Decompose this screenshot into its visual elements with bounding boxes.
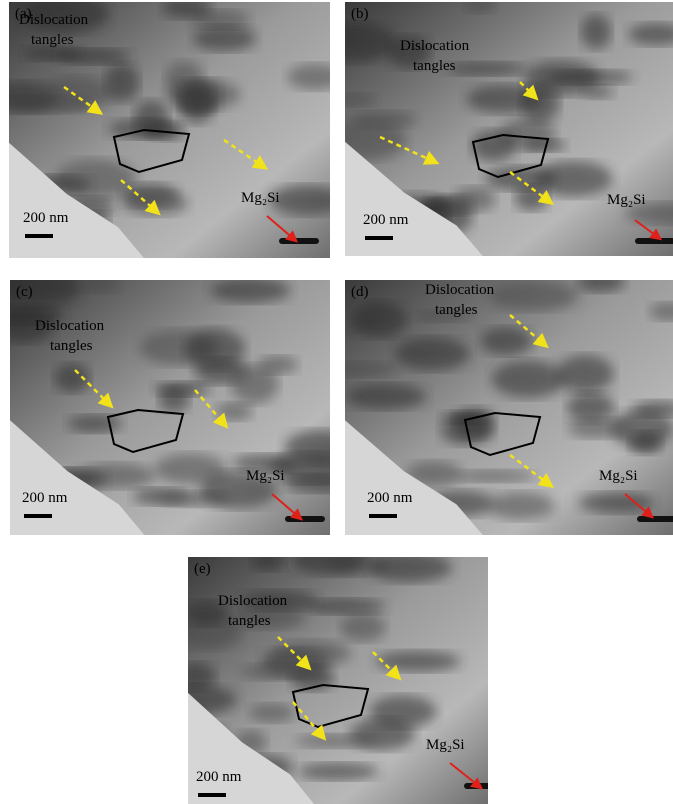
scale-bar [365,236,393,240]
phase-label: Mg₂Si [607,192,646,208]
panel-label: (d) [351,284,369,300]
figure: (a)DislocationtanglesMg₂Si200 nm(b)Dislo… [0,0,673,804]
dark-region [287,64,343,90]
dark-region [306,599,386,614]
dark-region [395,337,469,370]
dark-region [269,185,344,215]
micrograph-panel: (e) Dislocation tangles Mg₂Si 200 nm [148,545,504,804]
dark-region [249,704,295,723]
scale-bar [25,234,53,238]
annotation-line: tangles [435,302,478,318]
dark-region [240,663,324,680]
phase-label: Mg₂Si [599,468,638,484]
dark-region [179,84,214,124]
dark-region [68,415,122,433]
tem-image: (c) Dislocation tangles Mg₂Si 200 nm [0,267,359,535]
dark-region [453,470,535,482]
dark-region [185,329,245,369]
annotation-line: Dislocation [19,12,89,28]
dark-region [481,327,533,355]
dark-region [231,365,278,404]
dark-region [369,553,452,582]
dark-region [453,187,495,212]
dark-region [73,276,120,293]
dark-region [329,120,406,160]
scale-bar-label: 200 nm [196,769,242,785]
dark-region [492,361,565,398]
dark-region [340,613,386,641]
annotation-line: Dislocation [218,593,288,609]
scale-bar [369,514,397,518]
dark-region [210,278,291,303]
dark-region [578,271,626,292]
panel-label: (c) [16,284,33,300]
tem-image: (e) Dislocation tangles Mg₂Si 200 nm [148,545,504,804]
dark-region [557,355,614,393]
micrograph-panel: (d) Dislocation tangles Mg₂Si 200 nm [318,271,673,535]
precipitate [637,516,673,522]
scale-bar-label: 200 nm [363,212,409,228]
tem-image: (d) Dislocation tangles Mg₂Si 200 nm [318,271,673,535]
annotation-line: Dislocation [35,318,105,334]
annotation-line: tangles [413,58,456,74]
precipitate [464,783,504,789]
panel-label: (b) [351,6,369,22]
dark-region [489,281,578,311]
annotation-line: Dislocation [400,38,470,54]
dark-region [346,384,426,409]
dark-region [56,49,131,65]
annotation-line: tangles [50,338,93,354]
panel-label: (e) [194,561,211,577]
annotation-line: tangles [31,32,74,48]
dark-region [293,545,365,575]
scale-bar-label: 200 nm [22,490,68,506]
dark-region [216,403,253,421]
dark-region [295,734,378,748]
annotation-line: tangles [228,613,271,629]
scale-bar-label: 200 nm [367,490,413,506]
dark-region [298,763,379,780]
micrograph-panel: (c) Dislocation tangles Mg₂Si 200 nm [0,267,359,535]
scale-bar [198,793,226,797]
micrograph-panel: (b) Dislocation tangles Mg₂Si 200 nm [314,0,673,256]
dark-region [193,26,257,52]
tem-image: (b) Dislocation tangles Mg₂Si 200 nm [314,0,673,256]
dark-region [352,302,407,338]
annotation-line: Dislocation [425,282,495,298]
phase-label: Mg₂Si [426,737,465,753]
dark-region [369,696,436,728]
precipitate [279,238,319,244]
dark-region [524,60,599,95]
precipitate [285,516,325,522]
dark-region [581,14,611,49]
phase-label: Mg₂Si [246,468,285,484]
dark-region [568,418,628,438]
dark-region [42,76,113,109]
phase-label: Mg₂Si [241,190,280,206]
dark-region [159,386,190,412]
dark-region [489,492,554,520]
scale-bar-label: 200 nm [23,210,69,226]
dark-region [251,551,285,571]
scale-bar [24,514,52,518]
precipitate [635,238,673,244]
dark-region [447,62,526,75]
